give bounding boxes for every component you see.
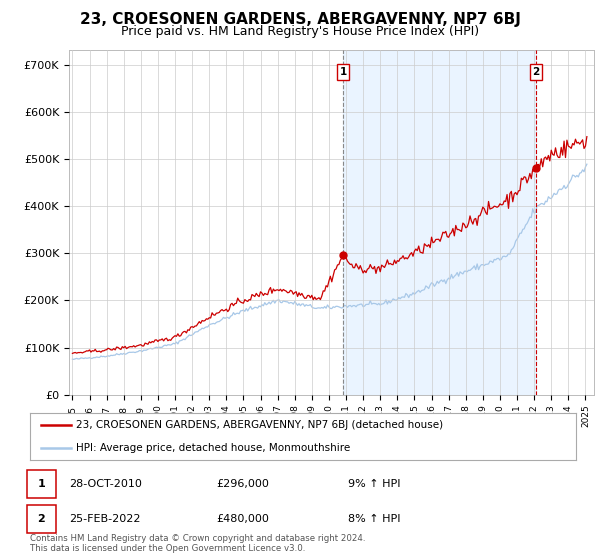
Text: 2: 2: [38, 514, 45, 524]
Text: 28-OCT-2010: 28-OCT-2010: [69, 479, 142, 488]
Text: 1: 1: [38, 479, 45, 488]
Text: 9% ↑ HPI: 9% ↑ HPI: [348, 479, 401, 488]
Text: 8% ↑ HPI: 8% ↑ HPI: [348, 514, 401, 524]
Text: £296,000: £296,000: [216, 479, 269, 488]
Text: Price paid vs. HM Land Registry's House Price Index (HPI): Price paid vs. HM Land Registry's House …: [121, 25, 479, 38]
Text: £480,000: £480,000: [216, 514, 269, 524]
Text: Contains HM Land Registry data © Crown copyright and database right 2024.
This d: Contains HM Land Registry data © Crown c…: [30, 534, 365, 553]
Bar: [343, 50, 536, 395]
Text: 1: 1: [340, 67, 347, 77]
Text: HPI: Average price, detached house, Monmouthshire: HPI: Average price, detached house, Monm…: [76, 443, 350, 453]
Text: 25-FEB-2022: 25-FEB-2022: [69, 514, 140, 524]
Text: 2: 2: [533, 67, 540, 77]
Text: 23, CROESONEN GARDENS, ABERGAVENNY, NP7 6BJ: 23, CROESONEN GARDENS, ABERGAVENNY, NP7 …: [80, 12, 520, 27]
Text: 23, CROESONEN GARDENS, ABERGAVENNY, NP7 6BJ (detached house): 23, CROESONEN GARDENS, ABERGAVENNY, NP7 …: [76, 420, 443, 430]
